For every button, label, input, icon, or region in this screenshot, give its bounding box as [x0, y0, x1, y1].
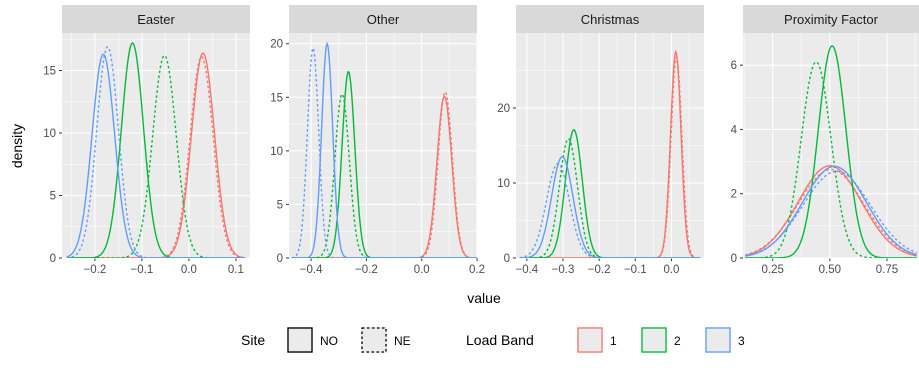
- y-tick-label: 10: [270, 146, 283, 158]
- y-tick-label: 0: [277, 253, 283, 265]
- density-curve-band1-ne: [291, 90, 477, 258]
- x-tick-label: −0.4: [300, 264, 323, 276]
- legend-key: [641, 327, 667, 353]
- x-tick-label: 0.25: [762, 264, 784, 276]
- y-tick-label: 6: [731, 60, 737, 72]
- y-tick-label: 4: [731, 124, 738, 136]
- legend-band-label: 2: [674, 334, 681, 348]
- panel-title: Other: [367, 12, 400, 27]
- density-curve-band3-no: [66, 53, 246, 258]
- panel-strip: [743, 5, 919, 33]
- panel-title: Christmas: [581, 12, 640, 27]
- density-curve-band1-no: [291, 95, 477, 258]
- x-tick-label: −0.3: [552, 264, 575, 276]
- legend-key-band-1: [577, 327, 603, 353]
- y-tick-label: 15: [43, 66, 56, 78]
- y-tick-label: 5: [277, 199, 283, 211]
- x-tick-label: −0.4: [515, 264, 538, 276]
- density-curve-band2-ne: [291, 93, 477, 258]
- y-tick-label: 15: [270, 92, 283, 104]
- legend-key-ne: [361, 327, 387, 353]
- legend-band-label: 3: [738, 334, 745, 348]
- x-axis-title: value: [467, 290, 501, 306]
- y-tick-label: 20: [497, 103, 510, 115]
- plot-background: [62, 33, 250, 258]
- panel-strip: [289, 5, 477, 33]
- x-tick-label: −0.2: [588, 264, 611, 276]
- y-tick-label: 0: [50, 253, 56, 265]
- legend-band-label: 1: [610, 334, 617, 348]
- density-curve-band3-no: [519, 156, 701, 258]
- legend-key-band-3: [705, 327, 731, 353]
- legend-band-title: Load Band: [466, 332, 534, 348]
- x-tick-label: 0.0: [414, 264, 430, 276]
- x-tick-label: 0.0: [663, 264, 679, 276]
- x-tick-label: 0.50: [819, 264, 841, 276]
- density-curve-band1-ne: [745, 168, 917, 256]
- x-tick-label: −0.1: [624, 264, 647, 276]
- panel-2: Christmas −0.4 −0.3 −0.2 −0.1 0.0 0 10 20: [497, 5, 704, 276]
- density-curve-band2-no: [745, 45, 917, 258]
- y-tick-label: 10: [43, 128, 56, 140]
- legend-key: [577, 327, 603, 353]
- panel-title: Proximity Factor: [784, 12, 879, 27]
- plot-background: [743, 33, 919, 258]
- x-tick-label: −0.1: [131, 264, 154, 276]
- legend-key: [705, 327, 731, 353]
- panel-strip: [62, 5, 250, 33]
- curves-group: [519, 49, 701, 258]
- panels-layer: Easter −0.2 −0.1 0.0 0.1 0 5 10 15 Other −0.4 −0.2 0…: [43, 5, 919, 276]
- y-axis-title: density: [9, 124, 25, 168]
- legend-site-label: NO: [320, 334, 338, 348]
- density-curve-band1-ne: [66, 55, 246, 258]
- legend-key-no: [287, 327, 313, 353]
- density-curve-band2-no: [66, 42, 246, 258]
- y-tick-label: 0: [504, 253, 510, 265]
- y-tick-label: 20: [270, 39, 283, 51]
- curves-group: [745, 45, 917, 258]
- density-curve-band1-no: [519, 49, 701, 258]
- density-curve-band2-no: [291, 70, 477, 258]
- density-curve-band3-no: [291, 41, 477, 258]
- panel-title: Easter: [137, 12, 175, 27]
- legend-site-title: Site: [241, 332, 265, 348]
- y-tick-label: 0: [731, 253, 737, 265]
- x-tick-label: −0.2: [84, 264, 107, 276]
- density-curve-band3-ne: [66, 46, 246, 258]
- panel-strip: [516, 5, 704, 33]
- y-tick-label: 2: [731, 189, 737, 201]
- legend-key: [361, 327, 387, 353]
- density-curve-band1-ne: [519, 54, 701, 258]
- density-curve-band1-no: [745, 165, 917, 257]
- density-curve-band3-ne: [745, 170, 917, 257]
- legend-key-band-2: [641, 327, 667, 353]
- panel-3: Proximity Factor 0.25 0.50 0.75 0 2 4 6: [731, 5, 919, 276]
- x-tick-label: −0.2: [355, 264, 378, 276]
- y-tick-label: 10: [497, 178, 510, 190]
- x-tick-label: 0.0: [181, 264, 197, 276]
- curves-group: [291, 41, 477, 258]
- x-tick-label: 0.2: [469, 264, 485, 276]
- x-tick-label: 0.1: [228, 264, 244, 276]
- curves-group: [66, 42, 246, 258]
- legend-key: [287, 327, 313, 353]
- legend: Site NO NE Load Band 1 2 3: [241, 327, 745, 353]
- legend-site-label: NE: [394, 334, 411, 348]
- y-tick-label: 5: [50, 191, 56, 203]
- x-tick-label: 0.75: [876, 264, 898, 276]
- panel-1: Other −0.4 −0.2 0.0 0.2 0 5 10 15 20: [270, 5, 485, 276]
- panel-0: Easter −0.2 −0.1 0.0 0.1 0 5 10 15: [43, 5, 250, 276]
